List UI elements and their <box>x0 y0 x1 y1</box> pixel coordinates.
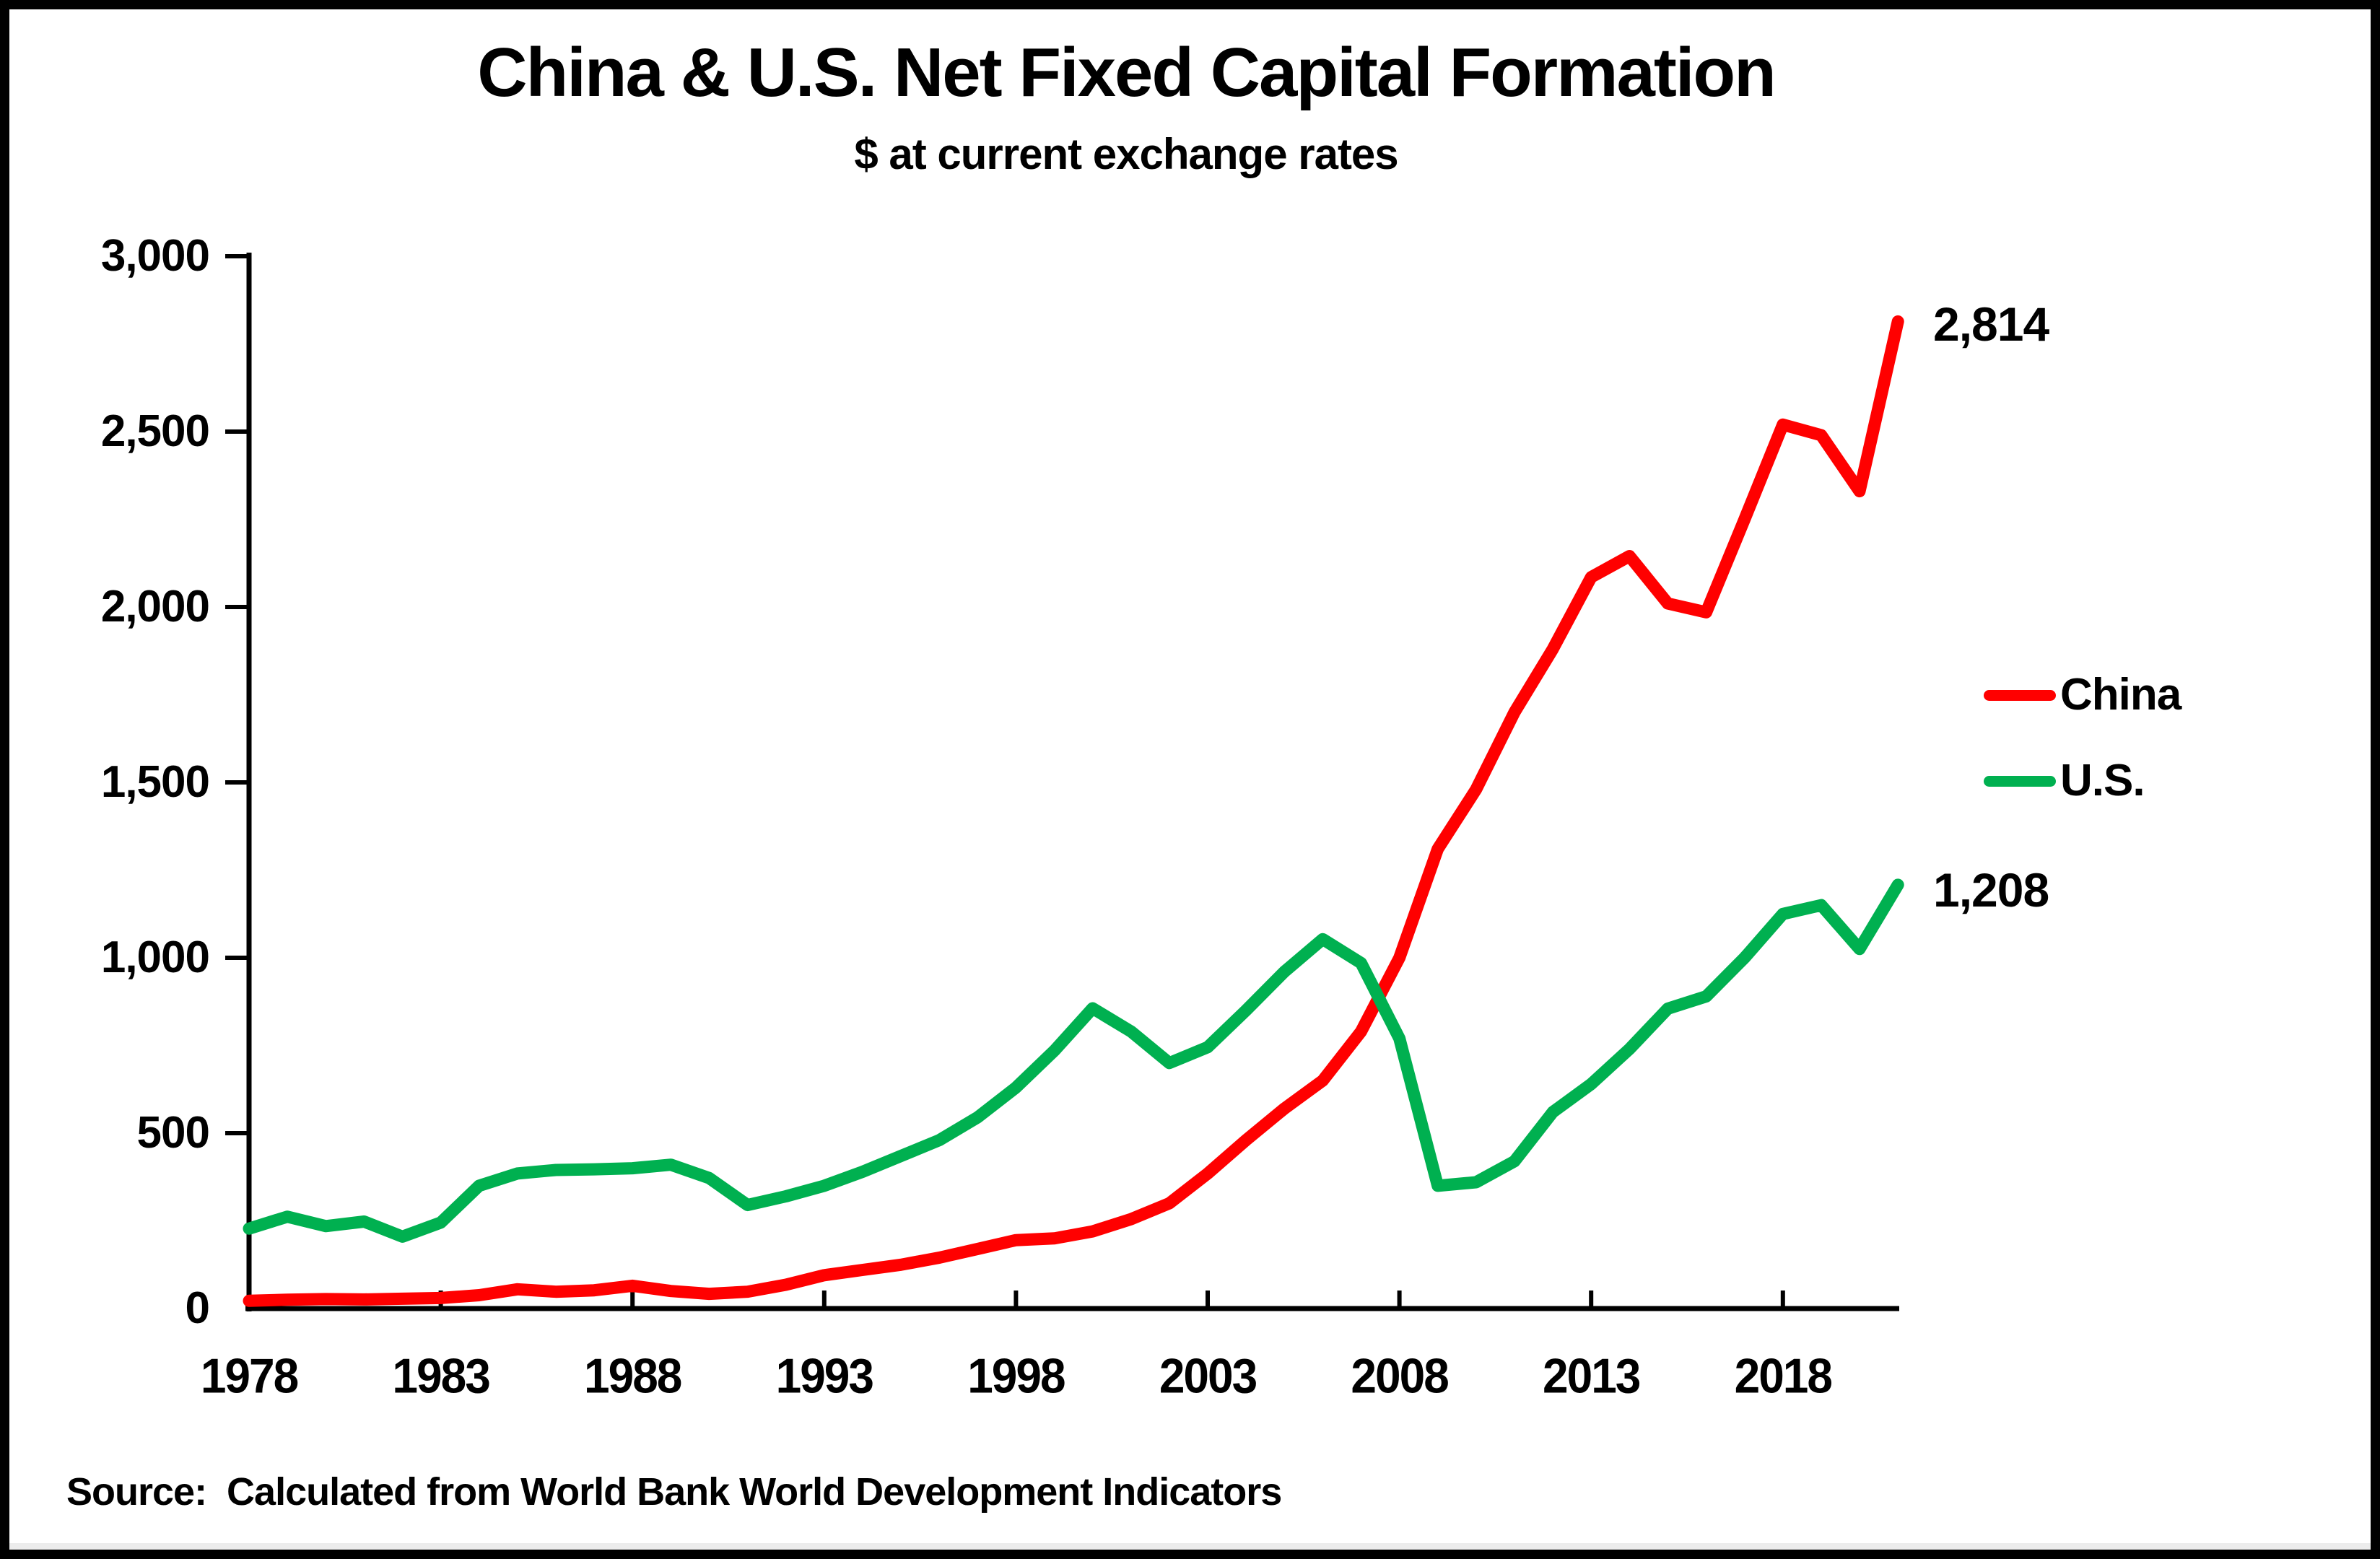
series-line-us <box>243 878 1904 1243</box>
x-tick-label: 1988 <box>584 1348 682 1404</box>
x-tick-label: 1978 <box>200 1348 299 1404</box>
y-tick-label: 2,000 <box>100 582 210 632</box>
x-tick-label: 2013 <box>1543 1348 1641 1404</box>
legend-label-us: U.S. <box>2060 756 2145 805</box>
x-tick-label: 2003 <box>1159 1348 1257 1404</box>
series-line-china <box>243 315 1904 1307</box>
y-tick-label: 0 <box>185 1283 210 1333</box>
y-tick-label: 3,000 <box>100 231 210 281</box>
y-tick-label: 2,500 <box>100 406 210 456</box>
source-note: Source: Calculated from World Bank World… <box>66 1470 1282 1514</box>
x-tick-label: 2008 <box>1351 1348 1449 1404</box>
series-end-label-us: 1,208 <box>1933 863 2049 917</box>
y-tick-label: 1,000 <box>100 933 210 982</box>
chart-title: China & U.S. Net Fixed Capital Formation <box>477 34 1777 111</box>
legend-swatch-china-icon <box>1984 689 2056 701</box>
x-tick-label: 1983 <box>392 1348 490 1404</box>
legend-item-us: U.S. <box>1984 756 2145 806</box>
chart-subtitle: $ at current exchange rates <box>854 130 1398 178</box>
legend-label-china: China <box>2060 670 2181 720</box>
series-end-label-china: 2,814 <box>1933 297 2049 351</box>
x-tick-label: 1993 <box>775 1348 874 1404</box>
bottom-inner-strip <box>9 1543 2371 1550</box>
x-tick-label: 2018 <box>1734 1348 1833 1404</box>
y-tick-label: 500 <box>136 1108 210 1158</box>
y-tick-label: 1,500 <box>100 757 210 807</box>
legend-swatch-us-icon <box>1984 775 2056 787</box>
x-tick-label: 1998 <box>967 1348 1065 1404</box>
legend-item-china: China <box>1984 670 2181 720</box>
